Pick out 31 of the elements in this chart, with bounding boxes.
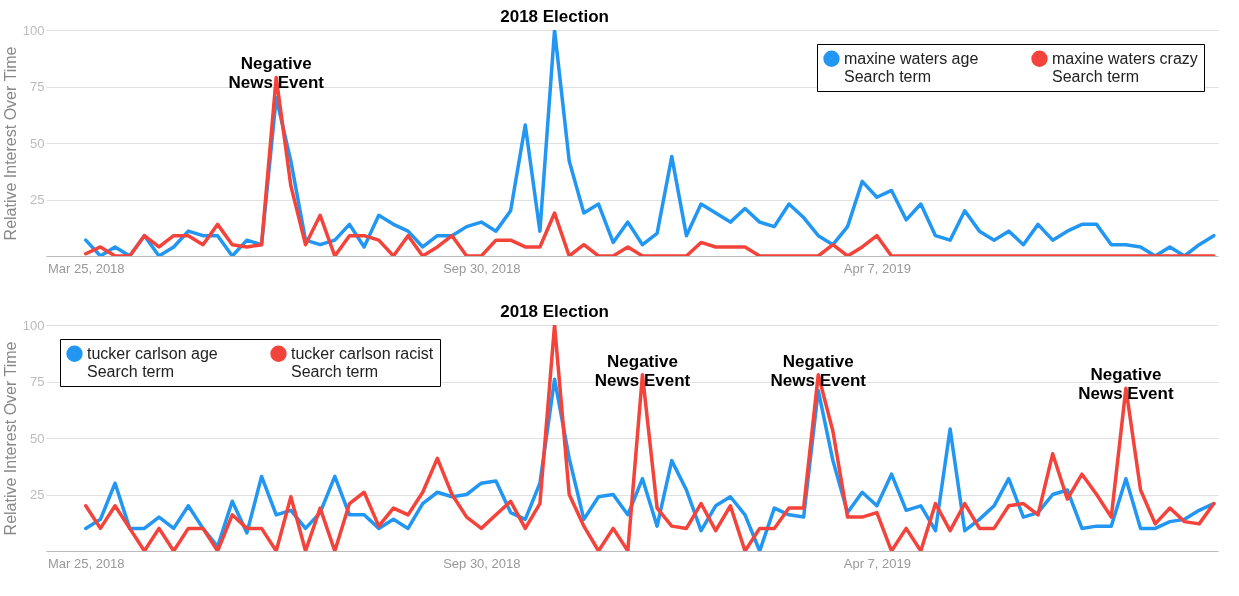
y-axis-title: Relative Interest Over Time (1, 46, 19, 241)
annotation: Negative News Event (594, 351, 691, 390)
x-tick-label: Mar 25, 2018 (47, 555, 125, 571)
legend-label: tucker carlson age (87, 344, 218, 362)
annotation: Negative News Event (228, 54, 325, 93)
annotation: 2018 Election (500, 302, 609, 321)
legend-label: maxine waters crazy (1052, 49, 1198, 67)
y-tick-label: 25 (30, 192, 45, 207)
y-tick-label: 100 (22, 22, 45, 38)
annotation: Search term (1052, 67, 1140, 85)
line-series (84, 325, 1216, 551)
y-tick-label: 50 (30, 430, 45, 446)
x-tick-label: Apr 7, 2019 (843, 260, 911, 276)
annotation: Negative News Event (770, 351, 867, 390)
x-tick-label: Sep 30, 2018 (443, 555, 521, 571)
x-tick-label: Sep 30, 2018 (443, 260, 521, 276)
x-tick-label: Mar 25, 2018 (47, 260, 125, 276)
annotation: Negative News Event (1078, 365, 1174, 404)
y-tick-label: 75 (30, 79, 45, 94)
y-tick-label: 100 (22, 317, 45, 333)
annotation: Search term (87, 362, 175, 380)
y-tick-label: 50 (30, 135, 45, 151)
annotation: 2018 Election (500, 7, 609, 26)
legend-label: tucker carlson racist (291, 344, 434, 362)
y-tick-label: 25 (30, 487, 45, 502)
annotation: Search term (291, 362, 379, 380)
annotation: Search term (844, 67, 932, 85)
legend-label: maxine waters age (844, 49, 979, 67)
x-tick-label: Apr 7, 2019 (843, 555, 911, 571)
y-axis-title: Relative Interest Over Time (1, 341, 19, 536)
y-tick-label: 75 (30, 374, 45, 389)
